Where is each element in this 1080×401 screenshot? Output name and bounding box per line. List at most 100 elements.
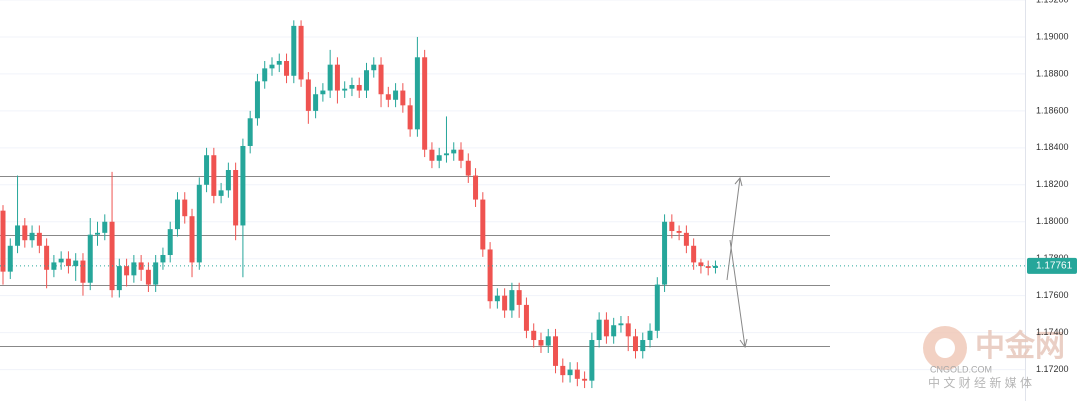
candle-body <box>247 118 253 146</box>
candle-body <box>414 57 420 130</box>
candle-body <box>22 225 28 241</box>
candle-body <box>138 262 144 270</box>
logo-inner <box>935 338 955 358</box>
candle-body <box>553 336 559 366</box>
candle-body <box>443 153 449 156</box>
y-tick-label: 1.19200 <box>1036 0 1069 4</box>
y-tick-label: 1.17200 <box>1036 364 1069 374</box>
candle-body <box>218 190 224 196</box>
candle-body <box>269 64 275 69</box>
y-tick-label: 1.18800 <box>1036 68 1069 78</box>
candle-body <box>196 184 202 263</box>
candle-body <box>95 232 101 235</box>
plot-area <box>0 0 1025 389</box>
arrows <box>726 176 748 349</box>
candle-body <box>523 304 529 331</box>
candle-body <box>29 232 35 241</box>
candle-body <box>313 94 319 111</box>
candle-body <box>131 262 137 276</box>
candle-body <box>284 60 290 76</box>
candle-body <box>567 369 573 376</box>
candle-body <box>596 319 602 341</box>
candle-body <box>225 170 231 191</box>
y-tick-label: 1.17400 <box>1036 327 1069 337</box>
candle-body <box>145 269 151 285</box>
candle-body <box>36 232 42 246</box>
candle-body <box>334 64 340 91</box>
candle-body <box>698 262 704 267</box>
candle-body <box>189 216 195 263</box>
watermark: 中金网 CNGOLD.COM 中 文 财 经 新 媒 体 <box>923 326 1065 390</box>
candle-body <box>538 340 544 346</box>
candle-body <box>80 260 86 283</box>
candle-body <box>603 319 609 337</box>
candle-body <box>182 199 188 217</box>
candle-body <box>320 90 326 95</box>
candle-body <box>167 229 173 256</box>
candle-body <box>400 90 406 106</box>
candle-body <box>153 262 159 285</box>
candle-body <box>58 258 64 263</box>
candle-body <box>705 266 711 268</box>
candle-body <box>625 323 631 337</box>
y-tick-label: 1.19000 <box>1036 31 1069 41</box>
candle-body <box>342 88 348 91</box>
candle-body <box>349 85 355 89</box>
candle-body <box>632 336 638 352</box>
arrow-up <box>726 176 743 281</box>
candle-body <box>51 262 57 270</box>
candle-body <box>385 94 391 100</box>
candle-body <box>647 330 653 341</box>
candle-body <box>611 325 617 337</box>
candle-body <box>654 284 660 331</box>
candle-body <box>298 25 304 80</box>
candle-body <box>429 149 435 161</box>
last-price-box <box>1027 257 1077 274</box>
candle-body <box>465 160 471 176</box>
y-tick-label: 1.18600 <box>1036 105 1069 115</box>
candle-body <box>407 105 413 130</box>
candle-body <box>480 199 486 250</box>
candle-body <box>276 60 282 65</box>
candle-body <box>545 336 551 346</box>
y-tick-label: 1.18400 <box>1036 142 1069 152</box>
candle-body <box>87 234 93 283</box>
candle-body <box>502 295 508 311</box>
y-tick-label: 1.17600 <box>1036 290 1069 300</box>
candle-body <box>15 225 21 246</box>
candle-body <box>574 369 580 379</box>
candle-body <box>531 330 537 341</box>
candle-body <box>240 145 246 226</box>
candle-body <box>473 175 479 200</box>
candle-body <box>124 266 130 276</box>
candle-body <box>669 221 675 231</box>
candle-body <box>618 323 624 326</box>
candle-body <box>378 64 384 95</box>
candle-body <box>662 221 668 285</box>
arrow-down <box>729 239 748 349</box>
candle-body <box>7 245 13 272</box>
candle-body <box>233 170 239 226</box>
candle-body <box>327 64 333 91</box>
candle-body <box>712 265 718 268</box>
candle-body <box>160 255 166 263</box>
candle-body <box>73 260 79 267</box>
candle-body <box>451 149 457 154</box>
candle-body <box>458 149 464 161</box>
y-tick-label: 1.18200 <box>1036 179 1069 189</box>
logo-tagline: 中 文 财 经 新 媒 体 <box>928 375 1032 390</box>
candle-body <box>102 221 108 233</box>
candle-body <box>254 81 260 119</box>
candle-body <box>204 155 210 185</box>
candle-body <box>305 79 311 111</box>
candle-body <box>364 70 369 91</box>
candle-body <box>683 232 689 246</box>
candle-body <box>393 90 399 100</box>
candle-body <box>291 25 297 76</box>
y-tick-label: 1.18000 <box>1036 216 1069 226</box>
logo-domain: CNGOLD.COM <box>930 364 992 374</box>
candle-body <box>211 155 217 196</box>
candle-body <box>262 68 268 82</box>
candle-body <box>676 230 682 233</box>
